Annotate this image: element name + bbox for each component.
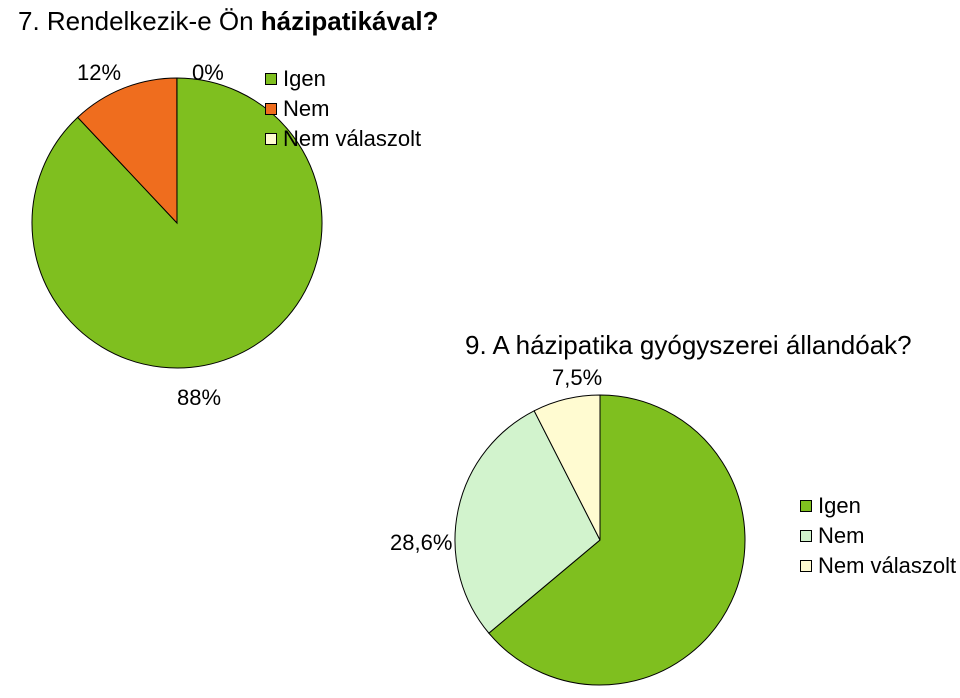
legend-swatch	[800, 560, 812, 572]
chart2-title: 9. A házipatika gyógyszerei állandóak?	[465, 330, 912, 361]
legend-item: Igen	[800, 493, 956, 519]
legend-label: Igen	[818, 493, 861, 519]
legend-label: Igen	[283, 66, 326, 92]
legend-item: Nem válaszolt	[800, 553, 956, 579]
pie-data-label: 0%	[192, 60, 224, 86]
legend-item: Igen	[265, 66, 421, 92]
chart2-title-text: 9. A házipatika gyógyszerei állandóak?	[465, 330, 912, 360]
legend-swatch	[265, 103, 277, 115]
legend-swatch	[265, 133, 277, 145]
pie-data-label: 28,6%	[390, 530, 452, 556]
legend-label: Nem válaszolt	[283, 126, 421, 152]
pie-data-label: 7,5%	[552, 365, 602, 391]
chart1-title-bold: házipatikával?	[261, 6, 439, 36]
chart1-title-prefix: 7. Rendelkezik-e Ön	[18, 6, 261, 36]
legend-item: Nem	[800, 523, 956, 549]
pie-data-label: 88%	[177, 385, 221, 411]
legend-item: Nem válaszolt	[265, 126, 421, 152]
legend-label: Nem válaszolt	[818, 553, 956, 579]
chart1-title: 7. Rendelkezik-e Ön házipatikával?	[18, 6, 439, 37]
chart2-pie	[453, 393, 747, 687]
legend-swatch	[800, 500, 812, 512]
chart1-legend: Igen Nem Nem válaszolt	[265, 66, 421, 156]
legend-swatch	[265, 73, 277, 85]
legend-item: Nem	[265, 96, 421, 122]
legend-swatch	[800, 530, 812, 542]
legend-label: Nem	[283, 96, 329, 122]
chart2-legend: Igen Nem Nem válaszolt	[800, 493, 956, 583]
legend-label: Nem	[818, 523, 864, 549]
pie-data-label: 12%	[77, 60, 121, 86]
